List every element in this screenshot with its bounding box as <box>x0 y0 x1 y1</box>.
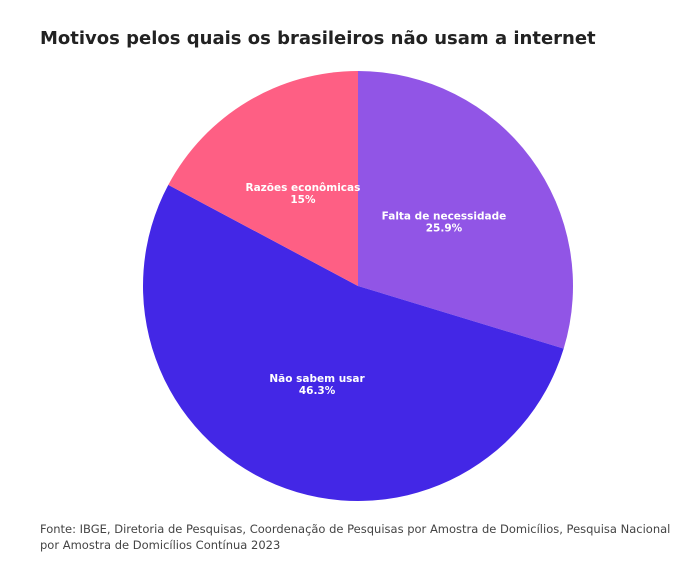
pie-slice <box>142 184 564 502</box>
chart-title: Motivos pelos quais os brasileiros não u… <box>40 28 596 49</box>
slice-label: Não sabem usar <box>269 373 365 385</box>
slice-value: 46.3% <box>299 385 336 397</box>
slice-value: 15% <box>290 194 316 206</box>
slice-label: Falta de necessidade <box>382 210 507 222</box>
slice-value: 25.9% <box>426 222 463 234</box>
pie-slice <box>358 71 573 349</box>
pie-slice <box>168 71 358 286</box>
source-note: Fonte: IBGE, Diretoria de Pesquisas, Coo… <box>40 522 671 552</box>
slice-label: Razões econômicas <box>246 182 361 194</box>
